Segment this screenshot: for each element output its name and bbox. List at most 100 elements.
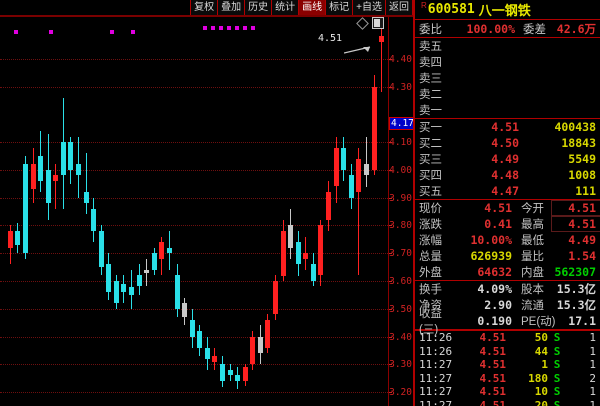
candle-body (15, 231, 20, 245)
price-tick-mark-6 (389, 253, 392, 255)
price-tick-mark-7 (389, 281, 392, 282)
marker-dot-1 (48, 30, 53, 34)
ob-quantity: 400438 (554, 120, 596, 134)
candle-body (258, 336, 263, 354)
gridline-3 (0, 169, 388, 171)
tick-row-4: 11:27 4.51 10 S 1 (415, 385, 600, 399)
chart-toolbar: 复权 叠加 历史 统计 画线 标记 +自选 返回 (0, 0, 413, 15)
candle-body (318, 225, 323, 276)
ob-quantity: 111 (575, 184, 596, 198)
candle-body (235, 375, 240, 381)
price-tick-label-2: 4.10 (389, 137, 412, 148)
toolbar-button-4[interactable]: 画线 (298, 0, 326, 15)
price-tick-mark-4 (389, 197, 392, 199)
marker-dot-7 (227, 26, 231, 30)
candle-body (326, 192, 331, 220)
order-book-row-bid-1: 买二 4.50 18843 (415, 135, 600, 151)
symbol-header: R 600581 八一钢铁 (415, 0, 600, 20)
candle-body (99, 231, 104, 268)
order-book-row-bid-0: 买一 4.51 400438 (415, 119, 600, 135)
gridline-1 (0, 86, 388, 88)
price-tick-mark-3 (389, 169, 392, 171)
tick-direction: S (553, 398, 561, 406)
order-book-row-bid-2: 买三 4.49 5549 (415, 151, 600, 167)
price-axis: 4.40 4.30 4.10 4.00 3.90 3.80 3.70 3.60 3.50 3.40… (388, 17, 414, 406)
tick-row-1: 11:26 4.51 44 S 1 (415, 345, 600, 359)
toolbar-button-0[interactable]: 复权 (190, 0, 218, 15)
wei-cha-value: 42.6万 (556, 21, 596, 36)
symbol-name: 八一钢铁 (478, 3, 531, 18)
candle-body (250, 336, 255, 365)
ob-level-label: 卖二 (419, 89, 442, 101)
candle-body (68, 142, 73, 170)
toolbar-button-1[interactable]: 叠加 (217, 0, 245, 15)
candle-body (243, 367, 248, 381)
tick-direction: S (553, 331, 561, 345)
candle-body (197, 331, 202, 348)
candle-body (84, 192, 89, 204)
stat-value-right: 4.49 (568, 233, 596, 247)
stats-secondary-row-1: 净资 2.90 流通 15.3亿 (415, 297, 600, 313)
tick-price: 4.51 (479, 344, 507, 358)
ob-quantity: 1008 (568, 168, 596, 182)
ob-level-label: 卖一 (419, 105, 442, 117)
candle-body (288, 225, 293, 248)
gridline-11 (0, 392, 388, 394)
candle-body (205, 347, 210, 359)
stats-secondary-row-2: 收益(三) 0.190 PE(动) 17.1 (415, 308, 600, 336)
diamond-icon[interactable] (356, 17, 369, 30)
stats-primary-row-0: 现价 4.51 今开 4.51 (415, 200, 600, 216)
price-tick-mark-11 (389, 392, 392, 394)
marker-dot-4 (203, 26, 207, 30)
order-book-row-ask-3: 卖二 (415, 86, 600, 102)
candlestick-series (0, 17, 388, 406)
stat-label-left: 收益(三) (419, 308, 442, 336)
tick-price: 4.51 (479, 358, 507, 372)
price-tick-label-8: 3.50 (389, 303, 412, 315)
ob-level-label: 卖四 (419, 57, 442, 69)
window-restore-icon[interactable] (372, 17, 384, 29)
candle-body (303, 253, 308, 259)
candle-body (334, 147, 339, 187)
wei-bi-label: 委比 (419, 23, 442, 36)
stat-label-right: 量比 (521, 251, 544, 263)
marker-dot-0 (13, 30, 18, 34)
toolbar-button-2[interactable]: 历史 (244, 0, 272, 15)
tick-price: 4.51 (479, 398, 507, 406)
toolbar-button-3[interactable]: 统计 (271, 0, 299, 15)
gridline-7 (0, 281, 388, 282)
toolbar-button-5[interactable]: 标记 (325, 0, 353, 15)
ob-quantity: 18843 (561, 136, 596, 150)
candle-body (175, 275, 180, 309)
candle-body (220, 364, 225, 381)
stat-value-left: 10.00% (470, 233, 512, 247)
candle-body (311, 264, 316, 281)
order-book: 卖五 卖四 卖三 卖二 卖一 买一 4.51 400438 买二 4.50 18843 买三 4.49… (415, 38, 600, 199)
marker-dot-3 (130, 30, 135, 34)
candle-wick (381, 28, 382, 92)
tick-time: 11:26 (419, 331, 453, 345)
gridline-5 (0, 225, 388, 227)
toolbar-button-6[interactable]: +自选 (352, 0, 385, 15)
price-tick-label-11: 3.20 (389, 387, 412, 399)
candle-body (159, 242, 164, 259)
price-tick-mark-8 (389, 308, 392, 310)
candle-body (273, 281, 278, 315)
candle-body (106, 264, 111, 293)
ob-price: 4.47 (491, 184, 519, 198)
ob-level-label: 买四 (419, 170, 442, 182)
ask-rows: 卖五 卖四 卖三 卖二 卖一 (415, 38, 600, 118)
marker-dot-8 (235, 26, 239, 30)
price-tick-label-4: 3.90 (389, 192, 412, 204)
candlestick-chart[interactable]: 4.51 (0, 17, 388, 406)
tick-volume: 10 (534, 385, 548, 399)
order-imbalance-row: 委比 100.00% 委差 42.6万 (415, 20, 600, 38)
stat-label-right: 今开 (521, 203, 544, 215)
stat-value-left: 4.51 (484, 201, 512, 215)
marker-dot-9 (243, 26, 247, 30)
candle-body (372, 86, 377, 170)
order-book-row-ask-2: 卖三 (415, 70, 600, 86)
stat-value-right: 15.3亿 (556, 298, 596, 312)
toolbar-button-7[interactable]: 返回 (385, 0, 413, 15)
